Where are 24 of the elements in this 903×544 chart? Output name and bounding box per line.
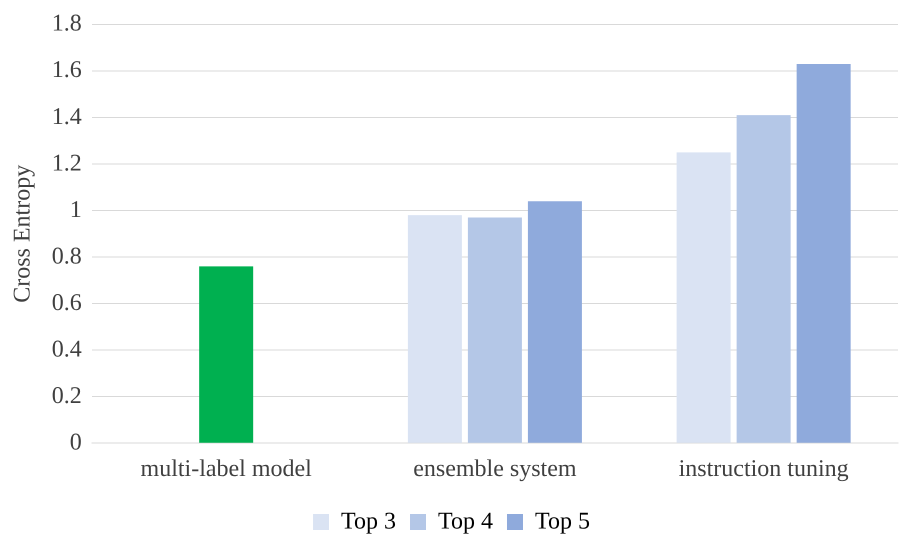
y-tick-label: 0.4 [52, 336, 82, 362]
y-tick-label: 1.8 [52, 10, 82, 37]
bar [796, 64, 851, 443]
x-tick-label: instruction tuning [678, 456, 849, 482]
y-axis-title: Cross Entropy [10, 164, 36, 303]
y-tick-label: 0.2 [52, 382, 82, 409]
y-tick-label: 1.6 [52, 57, 82, 84]
legend-label: Top 3 [341, 508, 396, 534]
y-tick-label: 0.8 [52, 243, 82, 270]
bar [199, 266, 254, 443]
legend-label: Top 4 [438, 508, 493, 534]
y-tick-label: 1.4 [52, 104, 82, 130]
bar [468, 218, 522, 443]
bar [528, 201, 582, 443]
legend-label: Top 5 [534, 508, 590, 534]
bar [676, 152, 731, 443]
x-tick-label: ensemble system [413, 456, 577, 482]
y-tick-label: 0 [70, 429, 82, 456]
bar [408, 215, 462, 443]
y-tick-label: 0.6 [52, 290, 82, 316]
y-tick-label: 1 [70, 196, 82, 223]
y-tick-label: 1.2 [52, 150, 82, 176]
x-tick-label: multi-label model [140, 456, 312, 482]
bar [736, 115, 791, 443]
